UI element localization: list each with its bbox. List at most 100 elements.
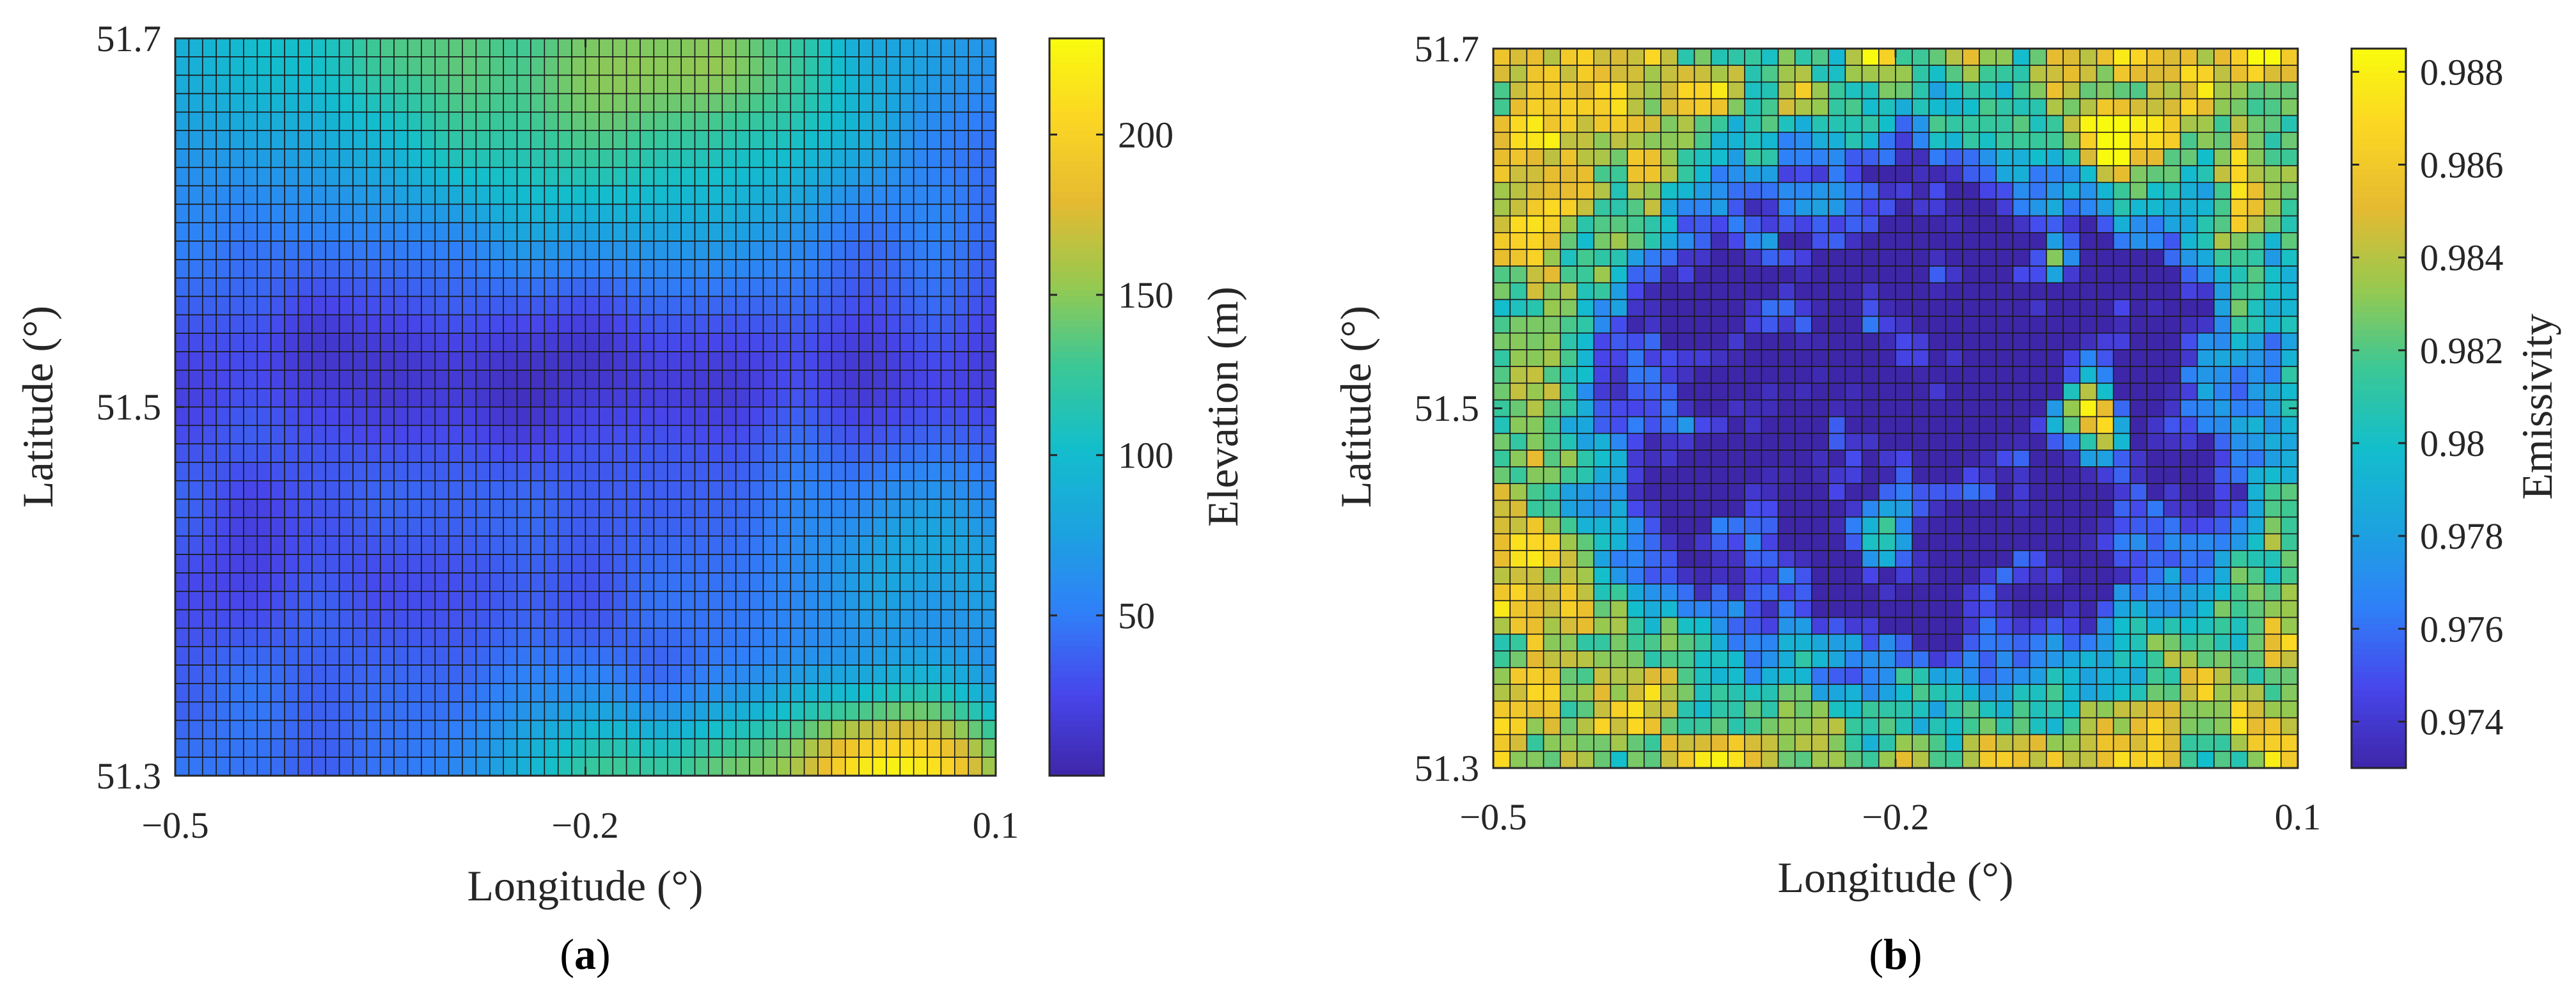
heatmap-cell — [1912, 249, 1930, 267]
heatmap-cell — [1543, 215, 1561, 233]
heatmap-cell — [448, 627, 463, 648]
heatmap-cell — [940, 517, 955, 537]
panel-label-a: (a) — [560, 930, 610, 978]
heatmap-cell — [284, 351, 299, 371]
heatmap-cell — [640, 203, 655, 224]
heatmap-cell — [1962, 616, 1980, 635]
heatmap-cell — [1543, 466, 1561, 485]
heatmap-cell — [1979, 600, 1997, 618]
colorbar-segment — [1049, 708, 1104, 715]
heatmap-cell — [762, 240, 778, 260]
heatmap-cell — [790, 185, 805, 205]
heatmap-cell — [817, 240, 833, 260]
heatmap-cell — [366, 554, 381, 574]
heatmap-cell — [1493, 516, 1511, 535]
heatmap-cell — [2280, 616, 2298, 635]
heatmap-cell — [2046, 349, 2064, 367]
heatmap-cell — [1710, 684, 1729, 702]
heatmap-cell — [585, 554, 600, 574]
heatmap-cell — [2263, 114, 2282, 133]
heatmap-cell — [489, 388, 505, 408]
heatmap-cell — [434, 738, 450, 758]
heatmap-cell — [913, 701, 928, 721]
heatmap-cell — [407, 738, 422, 758]
heatmap-cell — [803, 738, 819, 758]
heatmap-cell — [858, 701, 874, 721]
heatmap-cell — [297, 701, 313, 721]
heatmap-cell — [311, 56, 327, 76]
colorbar-segment — [1049, 81, 1104, 88]
heatmap-cell — [735, 609, 750, 629]
heatmap-cell — [256, 185, 272, 205]
heatmap-cell — [1761, 332, 1779, 350]
heatmap-cell — [175, 295, 190, 316]
heatmap-cell — [503, 166, 518, 187]
heatmap-cell — [1610, 533, 1628, 551]
heatmap-cell — [393, 222, 409, 242]
heatmap-cell — [393, 517, 409, 537]
heatmap-cell — [379, 277, 395, 297]
heatmap-cell — [243, 295, 258, 316]
heatmap-cell — [530, 443, 546, 463]
heatmap-cell — [954, 295, 970, 316]
heatmap-cell — [201, 443, 217, 463]
heatmap-cell — [762, 646, 778, 666]
heatmap-cell — [2062, 366, 2081, 384]
heatmap-cell — [2079, 215, 2098, 233]
heatmap-cell — [886, 480, 901, 500]
heatmap-cell — [1811, 700, 1829, 719]
heatmap-cell — [831, 664, 846, 684]
heatmap-cell — [2280, 684, 2298, 702]
heatmap-cell — [1895, 249, 1913, 267]
heatmap-cell — [2012, 616, 2030, 635]
heatmap-cell — [544, 185, 559, 205]
heatmap-cell — [708, 406, 723, 427]
heatmap-cell — [571, 203, 586, 224]
heatmap-cell — [776, 498, 792, 519]
heatmap-cell — [2179, 466, 2198, 485]
heatmap-cell — [872, 443, 887, 463]
heatmap-cell — [201, 166, 217, 187]
colorbar-segment — [2352, 690, 2406, 697]
heatmap-cell — [1912, 182, 1930, 200]
heatmap-cell — [1945, 98, 1963, 116]
heatmap-cell — [927, 572, 942, 592]
heatmap-cell — [1828, 366, 1846, 384]
colorbar-segment — [2352, 762, 2406, 769]
heatmap-cell — [229, 590, 244, 611]
heatmap-cell — [599, 683, 614, 703]
heatmap-cell — [694, 314, 709, 334]
heatmap-cell — [1560, 349, 1578, 367]
heatmap-cell — [1593, 567, 1612, 585]
heatmap-cell — [216, 683, 231, 703]
heatmap-cell — [749, 203, 764, 224]
heatmap-cell — [940, 719, 955, 740]
heatmap-cell — [284, 56, 299, 76]
heatmap-cell — [1777, 684, 1796, 702]
colorbar-frame-a — [1048, 37, 1105, 777]
heatmap-cell — [762, 517, 778, 537]
heatmap-cell — [1610, 114, 1628, 133]
heatmap-cell — [1811, 114, 1829, 133]
heatmap-cell — [1744, 416, 1763, 434]
colorbar-segment — [1049, 720, 1104, 727]
heatmap-cell — [1844, 516, 1863, 535]
heatmap-cell — [2179, 416, 2198, 434]
heatmap-cell — [913, 240, 928, 260]
colorbar-segment — [2352, 210, 2406, 217]
heatmap-cell — [407, 38, 422, 58]
heatmap-cell — [831, 738, 846, 758]
heatmap-cell — [201, 130, 217, 150]
heatmap-cell — [1509, 215, 1528, 233]
heatmap-cell — [216, 535, 231, 555]
heatmap-cell — [1727, 382, 1745, 401]
heatmap-cell — [1727, 600, 1745, 618]
heatmap-cell — [530, 203, 546, 224]
colorbar-segment — [2352, 90, 2406, 97]
heatmap-cell — [913, 738, 928, 758]
heatmap-cell — [489, 93, 505, 113]
heatmap-cell — [585, 406, 600, 427]
heatmap-cell — [2263, 550, 2282, 568]
heatmap-cell — [886, 462, 901, 482]
heatmap-cell — [1644, 132, 1661, 150]
